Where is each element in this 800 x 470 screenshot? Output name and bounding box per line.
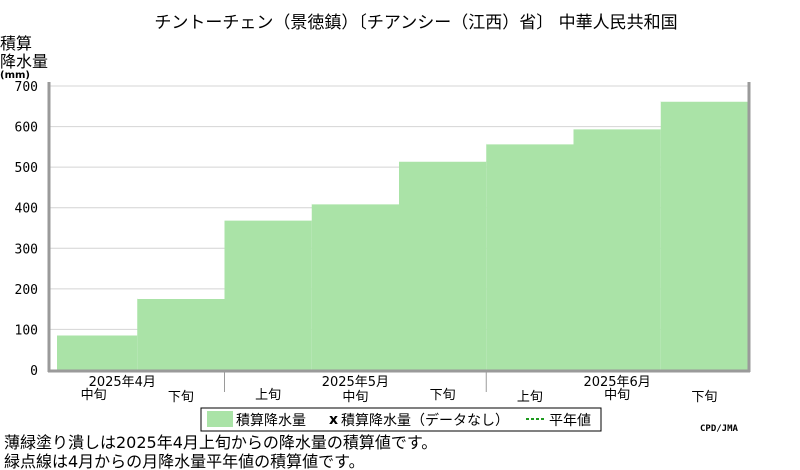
- bar: [57, 334, 138, 370]
- x-tick-label: 下旬: [691, 390, 717, 405]
- legend-label-nodata: 積算降水量（データなし）: [341, 412, 509, 429]
- x-tick-label: 上旬: [255, 388, 281, 403]
- y-tick-label: 500: [15, 161, 38, 176]
- bar: [137, 298, 225, 370]
- y-axis-unit: (mm): [0, 70, 30, 81]
- bar: [660, 101, 748, 371]
- x-month-label: 2025年5月: [322, 375, 389, 390]
- legend-mark-nodata: x: [329, 412, 338, 428]
- bar: [573, 128, 661, 370]
- credit: CPD/JMA: [700, 424, 739, 434]
- y-tick-label: 400: [15, 202, 38, 217]
- x-tick-label: 下旬: [168, 390, 194, 405]
- note-1: 薄緑塗り潰しは2025年4月上旬からの降水量の積算値です。: [4, 433, 437, 452]
- x-tick-label: 中旬: [81, 388, 107, 403]
- x-tick-label: 中旬: [342, 390, 368, 405]
- x-tick-label: 下旬: [430, 388, 456, 403]
- note-2: 緑点線は4月からの月降水量平年値の積算値です。: [4, 452, 365, 470]
- y-tick-label: 700: [15, 80, 38, 95]
- y-tick-label: 600: [15, 121, 38, 136]
- y-tick-label: 100: [15, 323, 38, 338]
- y-axis-label-line1: 積算: [0, 34, 32, 53]
- bar: [224, 219, 312, 370]
- legend-box: [200, 407, 602, 432]
- bar: [399, 161, 487, 370]
- legend-label-normal: 平年値: [549, 413, 591, 429]
- x-tick-label: 上旬: [517, 390, 543, 405]
- y-tick-label: 200: [15, 283, 38, 298]
- y-tick-label: 0: [30, 364, 38, 379]
- x-month-label: 2025年4月: [89, 375, 156, 390]
- legend-swatch-bar: [207, 411, 233, 427]
- chart-title: チントーチェン（景徳鎮）〔チアンシー（江西）省〕 中華人民共和国: [154, 13, 677, 33]
- bar: [311, 203, 399, 370]
- plot-area: 0 100 200 300 400 500 600 700 中旬 下旬 上旬 中旬 下旬 上旬 中旬 下旬 20…: [15, 80, 751, 405]
- legend-label-bar: 積算降水量: [236, 413, 306, 429]
- x-tick-label: 中旬: [604, 388, 630, 403]
- y-axis-label-line2: 降水量: [0, 52, 48, 71]
- legend: 積算降水量 x 積算降水量（データなし） 平年値: [200, 407, 602, 432]
- y-tick-label: 300: [15, 242, 38, 257]
- x-month-label: 2025年6月: [583, 375, 650, 390]
- bar: [486, 143, 574, 370]
